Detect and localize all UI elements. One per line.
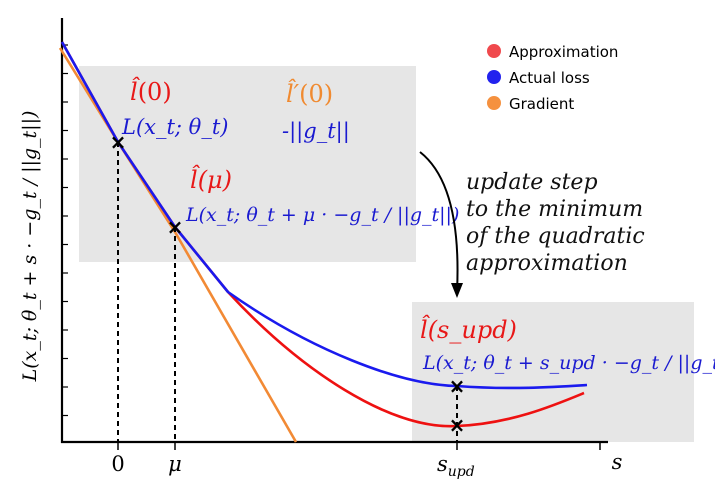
loss-at-supd-label: L(x_t; θ_t + s_upd · −g_t / ||g_t||) xyxy=(422,352,715,374)
approximation-curve xyxy=(60,41,585,428)
l-hat-supd-arg: (s_upd) xyxy=(428,316,517,344)
update-step-line-2: to the minimum xyxy=(466,197,643,222)
marker-l0: × xyxy=(110,130,127,154)
l-hat-0-arg: (0) xyxy=(138,78,172,106)
legend-actual-loss-swatch xyxy=(487,70,501,84)
update-step-line-3: of the quadratic xyxy=(466,224,645,249)
y-axis-label: L(x_t; θ_t + s · −g_t / ||g_t||) xyxy=(19,111,41,383)
x-axis-minor-ticks xyxy=(117,442,601,450)
update-step-line-4: approximation xyxy=(466,251,628,276)
l-hat-prime-0-label: l̂′(0) xyxy=(286,79,333,108)
l-hat-supd-symbol: l̂ xyxy=(420,315,431,344)
marker-lmu: × xyxy=(167,215,184,239)
update-step-arrowhead xyxy=(451,283,463,298)
l-hat-mu-label: l̂(μ) xyxy=(190,165,232,194)
l-hat-prime-0-arg: (0) xyxy=(299,80,333,108)
x-tick-zero: 0 xyxy=(111,452,124,476)
l-hat-0-label: l̂(0) xyxy=(130,77,172,106)
legend-approximation-label: Approximation xyxy=(509,43,618,61)
top-left-highlight-box xyxy=(79,66,416,262)
x-tick-supd-sub: upd xyxy=(448,464,475,480)
legend-gradient-swatch xyxy=(487,96,501,110)
l-hat-prime-0-symbol: l̂′ xyxy=(286,79,300,108)
marker-actual-supd: × xyxy=(449,374,466,398)
gradient-line xyxy=(58,47,298,443)
y-axis-minor-ticks xyxy=(62,44,68,417)
legend-gradient-label: Gradient xyxy=(509,95,574,113)
bottom-right-highlight-box xyxy=(412,302,694,442)
l-hat-supd-label: l̂(s_upd) xyxy=(420,315,517,344)
loss-at-zero-label: L(x_t; θ_t) xyxy=(121,115,228,139)
update-step-line-1: update step xyxy=(466,170,598,195)
x-tick-supd-base: s xyxy=(437,452,448,476)
actual-loss-curve xyxy=(60,41,588,390)
legend: Approximation Actual loss Gradient xyxy=(487,43,618,113)
x-tick-supd: supd xyxy=(437,452,475,480)
legend-actual-loss-label: Actual loss xyxy=(509,69,590,87)
x-axis-label: s xyxy=(612,450,623,474)
update-step-arrow xyxy=(419,151,459,293)
x-tick-mu: μ xyxy=(168,452,182,476)
legend-approximation-swatch xyxy=(487,44,501,58)
l-hat-mu-symbol: l̂ xyxy=(190,165,201,194)
l-hat-mu-arg: (μ) xyxy=(198,166,232,194)
marker-approx-supd: × xyxy=(449,413,466,437)
neg-grad-norm-label: -||g_t|| xyxy=(282,119,350,144)
l-hat-0-symbol: l̂ xyxy=(130,77,141,106)
loss-at-mu-label: L(x_t; θ_t + μ · −g_t / ||g_t||) xyxy=(185,204,459,226)
